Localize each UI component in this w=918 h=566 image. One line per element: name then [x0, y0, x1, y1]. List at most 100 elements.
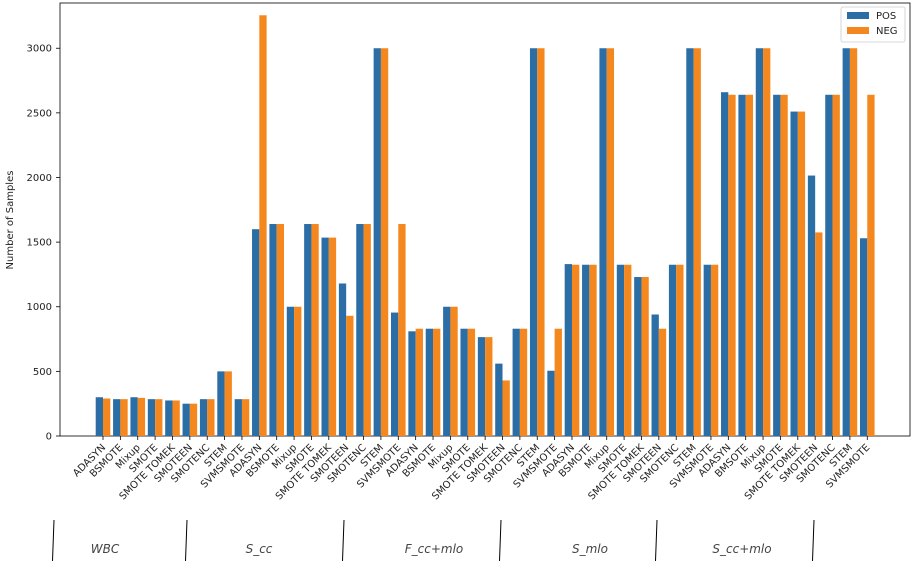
bar-neg	[554, 328, 562, 436]
bar-pos	[147, 399, 156, 436]
bar-neg	[867, 94, 875, 437]
bar-pos	[165, 400, 173, 436]
group-separator	[499, 519, 502, 562]
bar-pos	[443, 306, 451, 436]
bar-pos	[825, 94, 833, 437]
bar-pos	[721, 92, 729, 436]
bar-neg	[415, 328, 423, 436]
bar-neg	[241, 399, 250, 436]
bar-neg	[467, 328, 476, 436]
bar-pos	[512, 328, 520, 436]
y-tick-label: 500	[33, 367, 52, 378]
bar-neg	[658, 328, 667, 436]
bar-neg	[433, 328, 441, 436]
bar-neg	[224, 371, 232, 436]
bar-neg	[710, 264, 719, 436]
y-tick-label: 1000	[27, 302, 52, 313]
bar-pos	[269, 224, 277, 436]
bar-pos	[390, 312, 399, 436]
bar-neg	[832, 94, 840, 437]
bar-neg	[346, 315, 354, 436]
group-separator	[185, 519, 188, 562]
bar-pos	[703, 264, 711, 436]
group-label: S_cc+mlo	[712, 542, 771, 556]
bar-pos	[529, 48, 538, 437]
bar-pos	[95, 397, 103, 436]
bar-pos	[321, 237, 329, 436]
bar-pos	[859, 238, 868, 436]
bar-pos	[599, 48, 607, 437]
bar-pos	[582, 264, 590, 436]
group-separator	[342, 519, 345, 562]
y-axis-title: Number of Samples	[5, 171, 16, 270]
bars-layer	[95, 15, 875, 437]
bar-neg	[815, 232, 823, 436]
legend-swatch-pos	[847, 12, 869, 19]
bar-neg	[311, 224, 319, 436]
group-label: WBC	[91, 542, 120, 556]
bar-neg	[745, 94, 753, 437]
bar-pos	[408, 331, 416, 436]
bar-pos	[616, 264, 625, 436]
bar-neg	[276, 224, 284, 436]
legend-swatch-neg	[847, 27, 869, 34]
group-label: S_mlo	[572, 542, 608, 556]
bar-neg	[207, 399, 215, 436]
bar-pos	[495, 363, 503, 436]
bar-neg	[485, 337, 493, 436]
bar-neg	[537, 48, 545, 437]
bar-neg	[780, 94, 788, 437]
bar-pos	[130, 397, 138, 436]
group-separator	[52, 519, 55, 562]
bar-neg	[763, 48, 771, 437]
y-tick-label: 3000	[27, 44, 52, 55]
bar-neg	[120, 399, 128, 436]
bar-pos	[686, 48, 694, 437]
bar-pos	[286, 306, 295, 436]
bar-neg	[676, 264, 684, 436]
bar-neg	[103, 398, 111, 436]
bar-pos	[668, 264, 677, 436]
bar-neg	[624, 264, 632, 436]
bar-pos	[547, 370, 555, 436]
bar-pos	[477, 337, 486, 436]
bar-pos	[738, 94, 746, 437]
bar-pos	[651, 314, 659, 436]
bar-neg	[189, 403, 198, 436]
legend-label-pos: POS	[876, 11, 896, 22]
bar-neg	[519, 328, 528, 436]
bar-pos	[182, 403, 190, 436]
bar-neg	[797, 111, 806, 436]
y-tick-label: 2000	[27, 173, 52, 184]
bar-pos	[199, 399, 208, 436]
bar-pos	[252, 229, 260, 436]
y-tick-label: 0	[46, 432, 52, 443]
y-axis: 0 500 1000 1500 2000 2500 3000	[27, 44, 60, 443]
bar-pos	[425, 328, 434, 436]
bar-pos	[356, 224, 364, 436]
bar-neg	[571, 264, 580, 436]
bar-neg	[294, 306, 302, 436]
bar-pos	[113, 399, 121, 436]
bar-pos	[773, 94, 781, 437]
bar-pos	[790, 111, 798, 436]
legend-label-neg: NEG	[876, 26, 898, 37]
bar-pos	[460, 328, 468, 436]
y-tick-label: 2500	[27, 108, 52, 119]
bar-pos	[842, 48, 850, 437]
bar-neg	[137, 397, 146, 436]
bar-pos	[564, 264, 572, 436]
bar-neg	[728, 94, 736, 437]
bar-pos	[217, 371, 225, 436]
bar-neg	[502, 380, 510, 436]
bar-pos	[304, 224, 312, 436]
group-separator	[655, 519, 658, 562]
bar-pos	[807, 175, 816, 437]
bar-neg	[155, 399, 163, 436]
bar-pos	[373, 48, 381, 437]
group-label: F_cc+mlo	[405, 542, 464, 556]
bar-neg	[450, 306, 458, 436]
bar-pos	[338, 283, 347, 436]
